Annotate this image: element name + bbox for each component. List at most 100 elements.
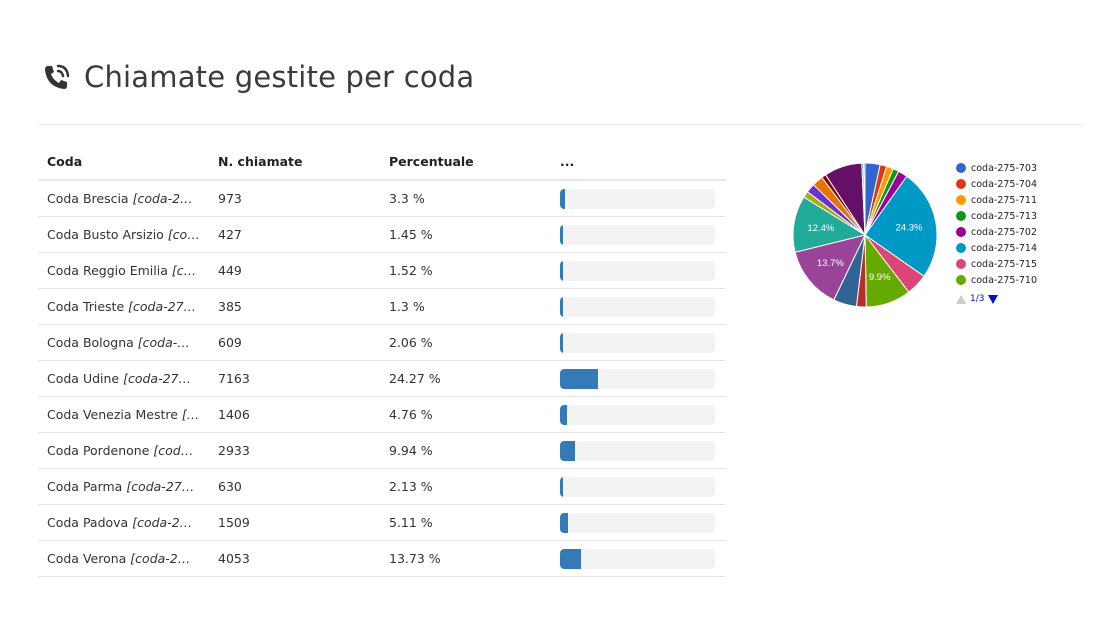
pie-chart[interactable]: 24.3% 9.9% 13.7% 12.4% (790, 160, 940, 310)
legend-item[interactable]: coda-275-704 (956, 176, 1037, 192)
call-percent: 1.52 % (380, 252, 551, 289)
queue-name: Coda Verona [coda-2… (38, 540, 209, 577)
pie-slice-label: 9.9% (869, 272, 891, 283)
progress-cell (551, 324, 726, 361)
pie-slice-label: 24.3% (896, 222, 923, 233)
legend-label: coda-275-714 (971, 242, 1038, 254)
table-row[interactable]: Coda Parma [coda-27… 630 2.13 % (38, 468, 726, 505)
progress-fill (560, 332, 564, 353)
table-row[interactable]: Coda Brescia [coda-2… 973 3.3 % (38, 180, 726, 217)
call-percent: 2.06 % (380, 324, 551, 361)
call-percent: 13.73 % (380, 540, 551, 577)
progress-fill (560, 224, 563, 245)
pie-slice[interactable] (794, 234, 866, 301)
queue-name: Coda Udine [coda-27… (38, 360, 209, 397)
legend-color-dot (956, 275, 966, 285)
legend-color-dot (956, 195, 966, 205)
pie-slice[interactable] (863, 162, 866, 236)
table-row[interactable]: Coda Verona [coda-2… 4053 13.73 % (38, 540, 726, 577)
legend-item[interactable]: coda-275-711 (956, 192, 1037, 208)
progress-bar (560, 332, 715, 353)
legend-label: coda-275-710 (971, 274, 1038, 286)
call-percent: 5.11 % (380, 504, 551, 541)
call-percent: 2.13 % (380, 468, 551, 505)
call-percent: 1.3 % (380, 288, 551, 325)
pie-slice[interactable] (864, 175, 938, 277)
legend-color-dot (956, 211, 966, 221)
legend-color-dot (956, 179, 966, 189)
progress-cell (551, 216, 726, 253)
queue-name: Coda Pordenone [cod… (38, 432, 209, 469)
table-row[interactable]: Coda Trieste [coda-27… 385 1.3 % (38, 288, 726, 325)
queue-code: [cod… (153, 443, 194, 458)
progress-cell (551, 396, 726, 433)
queue-code: [c… (171, 263, 197, 278)
queue-code: [coda-2… (132, 191, 193, 206)
table-row[interactable]: Coda Padova [coda-2… 1509 5.11 % (38, 504, 726, 541)
queue-code: [coda-2… (130, 551, 191, 566)
queue-code: [coda-2… (132, 515, 193, 530)
column-header-calls[interactable]: N. chiamate (209, 143, 380, 181)
queue-name: Coda Parma [coda-27… (38, 468, 209, 505)
call-count: 427 (209, 216, 380, 253)
progress-bar (560, 188, 715, 209)
legend-pager: 1/3 (956, 294, 1037, 304)
progress-bar (560, 224, 715, 245)
column-header-coda[interactable]: Coda (38, 143, 209, 181)
queue-name: Coda Padova [coda-2… (38, 504, 209, 541)
progress-bar (560, 260, 715, 281)
table-header-row: Coda N. chiamate Percentuale ... (38, 143, 726, 181)
call-count: 1406 (209, 396, 380, 433)
legend-page: 1/3 (970, 294, 985, 304)
call-percent: 24.27 % (380, 360, 551, 397)
call-count: 609 (209, 324, 380, 361)
progress-cell (551, 468, 726, 505)
queue-code: [… (181, 407, 200, 422)
legend-item[interactable]: coda-275-710 (956, 272, 1037, 288)
legend-label: coda-275-703 (971, 162, 1038, 174)
progress-cell (551, 252, 726, 289)
progress-cell (551, 432, 726, 469)
table-row[interactable]: Coda Busto Arsizio [co… 427 1.45 % (38, 216, 726, 253)
pie-slice[interactable] (792, 196, 867, 253)
call-count: 4053 (209, 540, 380, 577)
legend-label: coda-275-702 (971, 226, 1038, 238)
legend-item[interactable]: coda-275-702 (956, 224, 1037, 240)
column-header-percent[interactable]: Percentuale (380, 143, 551, 181)
table-row[interactable]: Coda Bologna [coda-… 609 2.06 % (38, 324, 726, 361)
progress-fill (560, 188, 566, 209)
progress-bar (560, 512, 715, 533)
queue-name: Coda Venezia Mestre [… (38, 396, 209, 433)
call-percent: 9.94 % (380, 432, 551, 469)
legend-label: coda-275-713 (971, 210, 1038, 222)
queue-name: Coda Trieste [coda-27… (38, 288, 209, 325)
table-row[interactable]: Coda Reggio Emilia [c… 449 1.52 % (38, 252, 726, 289)
progress-bar (560, 368, 715, 389)
progress-fill (560, 260, 563, 281)
progress-fill (560, 440, 576, 461)
table-row[interactable]: Coda Pordenone [cod… 2933 9.94 % (38, 432, 726, 469)
progress-fill (560, 368, 598, 389)
legend-item[interactable]: coda-275-703 (956, 160, 1037, 176)
table-row[interactable]: Coda Udine [coda-27… 7163 24.27 % (38, 360, 726, 397)
call-count: 2933 (209, 432, 380, 469)
page-title: Chiamate gestite per coda (84, 60, 475, 94)
call-percent: 3.3 % (380, 180, 551, 217)
table-row[interactable]: Coda Venezia Mestre [… 1406 4.76 % (38, 396, 726, 433)
queue-name: Coda Bologna [coda-… (38, 324, 209, 361)
legend-prev-icon[interactable] (956, 294, 966, 304)
phone-ringing-icon (45, 64, 70, 89)
legend-item[interactable]: coda-275-715 (956, 256, 1037, 272)
call-count: 630 (209, 468, 380, 505)
column-header-bar[interactable]: ... (551, 143, 726, 181)
legend-color-dot (956, 243, 966, 253)
queue-code: [coda-27… (128, 299, 197, 314)
legend-item[interactable]: coda-275-713 (956, 208, 1037, 224)
progress-bar (560, 476, 715, 497)
legend-next-icon[interactable] (988, 294, 999, 304)
page-header: Chiamate gestite per coda (42, 60, 474, 94)
progress-bar (560, 404, 715, 425)
legend-label: coda-275-704 (971, 178, 1038, 190)
legend-color-dot (956, 227, 966, 237)
legend-item[interactable]: coda-275-714 (956, 240, 1037, 256)
